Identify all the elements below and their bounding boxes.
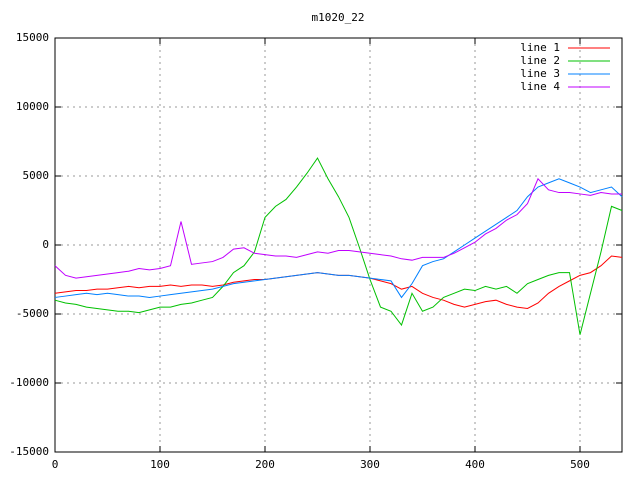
x-tick-label: 400 [465, 458, 485, 471]
data-line [54, 255, 623, 309]
data-line [54, 177, 622, 279]
chart-title: m1020_22 [312, 11, 365, 24]
y-tick-label: -5000 [16, 307, 49, 320]
x-tick-label: 500 [570, 458, 590, 471]
legend-label: line 3 [520, 67, 560, 80]
legend-label: line 1 [520, 41, 560, 54]
y-tick-label: -10000 [9, 376, 49, 389]
x-tick-label: 0 [52, 458, 59, 471]
y-tick-label: 10000 [16, 100, 49, 113]
data-line [54, 178, 623, 299]
data-line [54, 157, 623, 335]
y-tick-label: -15000 [9, 445, 49, 458]
y-tick-label: 5000 [23, 169, 50, 182]
plot-frame [54, 37, 623, 453]
legend-label: line 2 [520, 54, 560, 67]
x-tick-label: 300 [360, 458, 380, 471]
x-tick-label: 100 [150, 458, 170, 471]
y-tick-label: 0 [42, 238, 49, 251]
x-tick-label: 200 [255, 458, 275, 471]
legend-label: line 4 [520, 80, 560, 93]
y-tick-label: 15000 [16, 31, 49, 44]
